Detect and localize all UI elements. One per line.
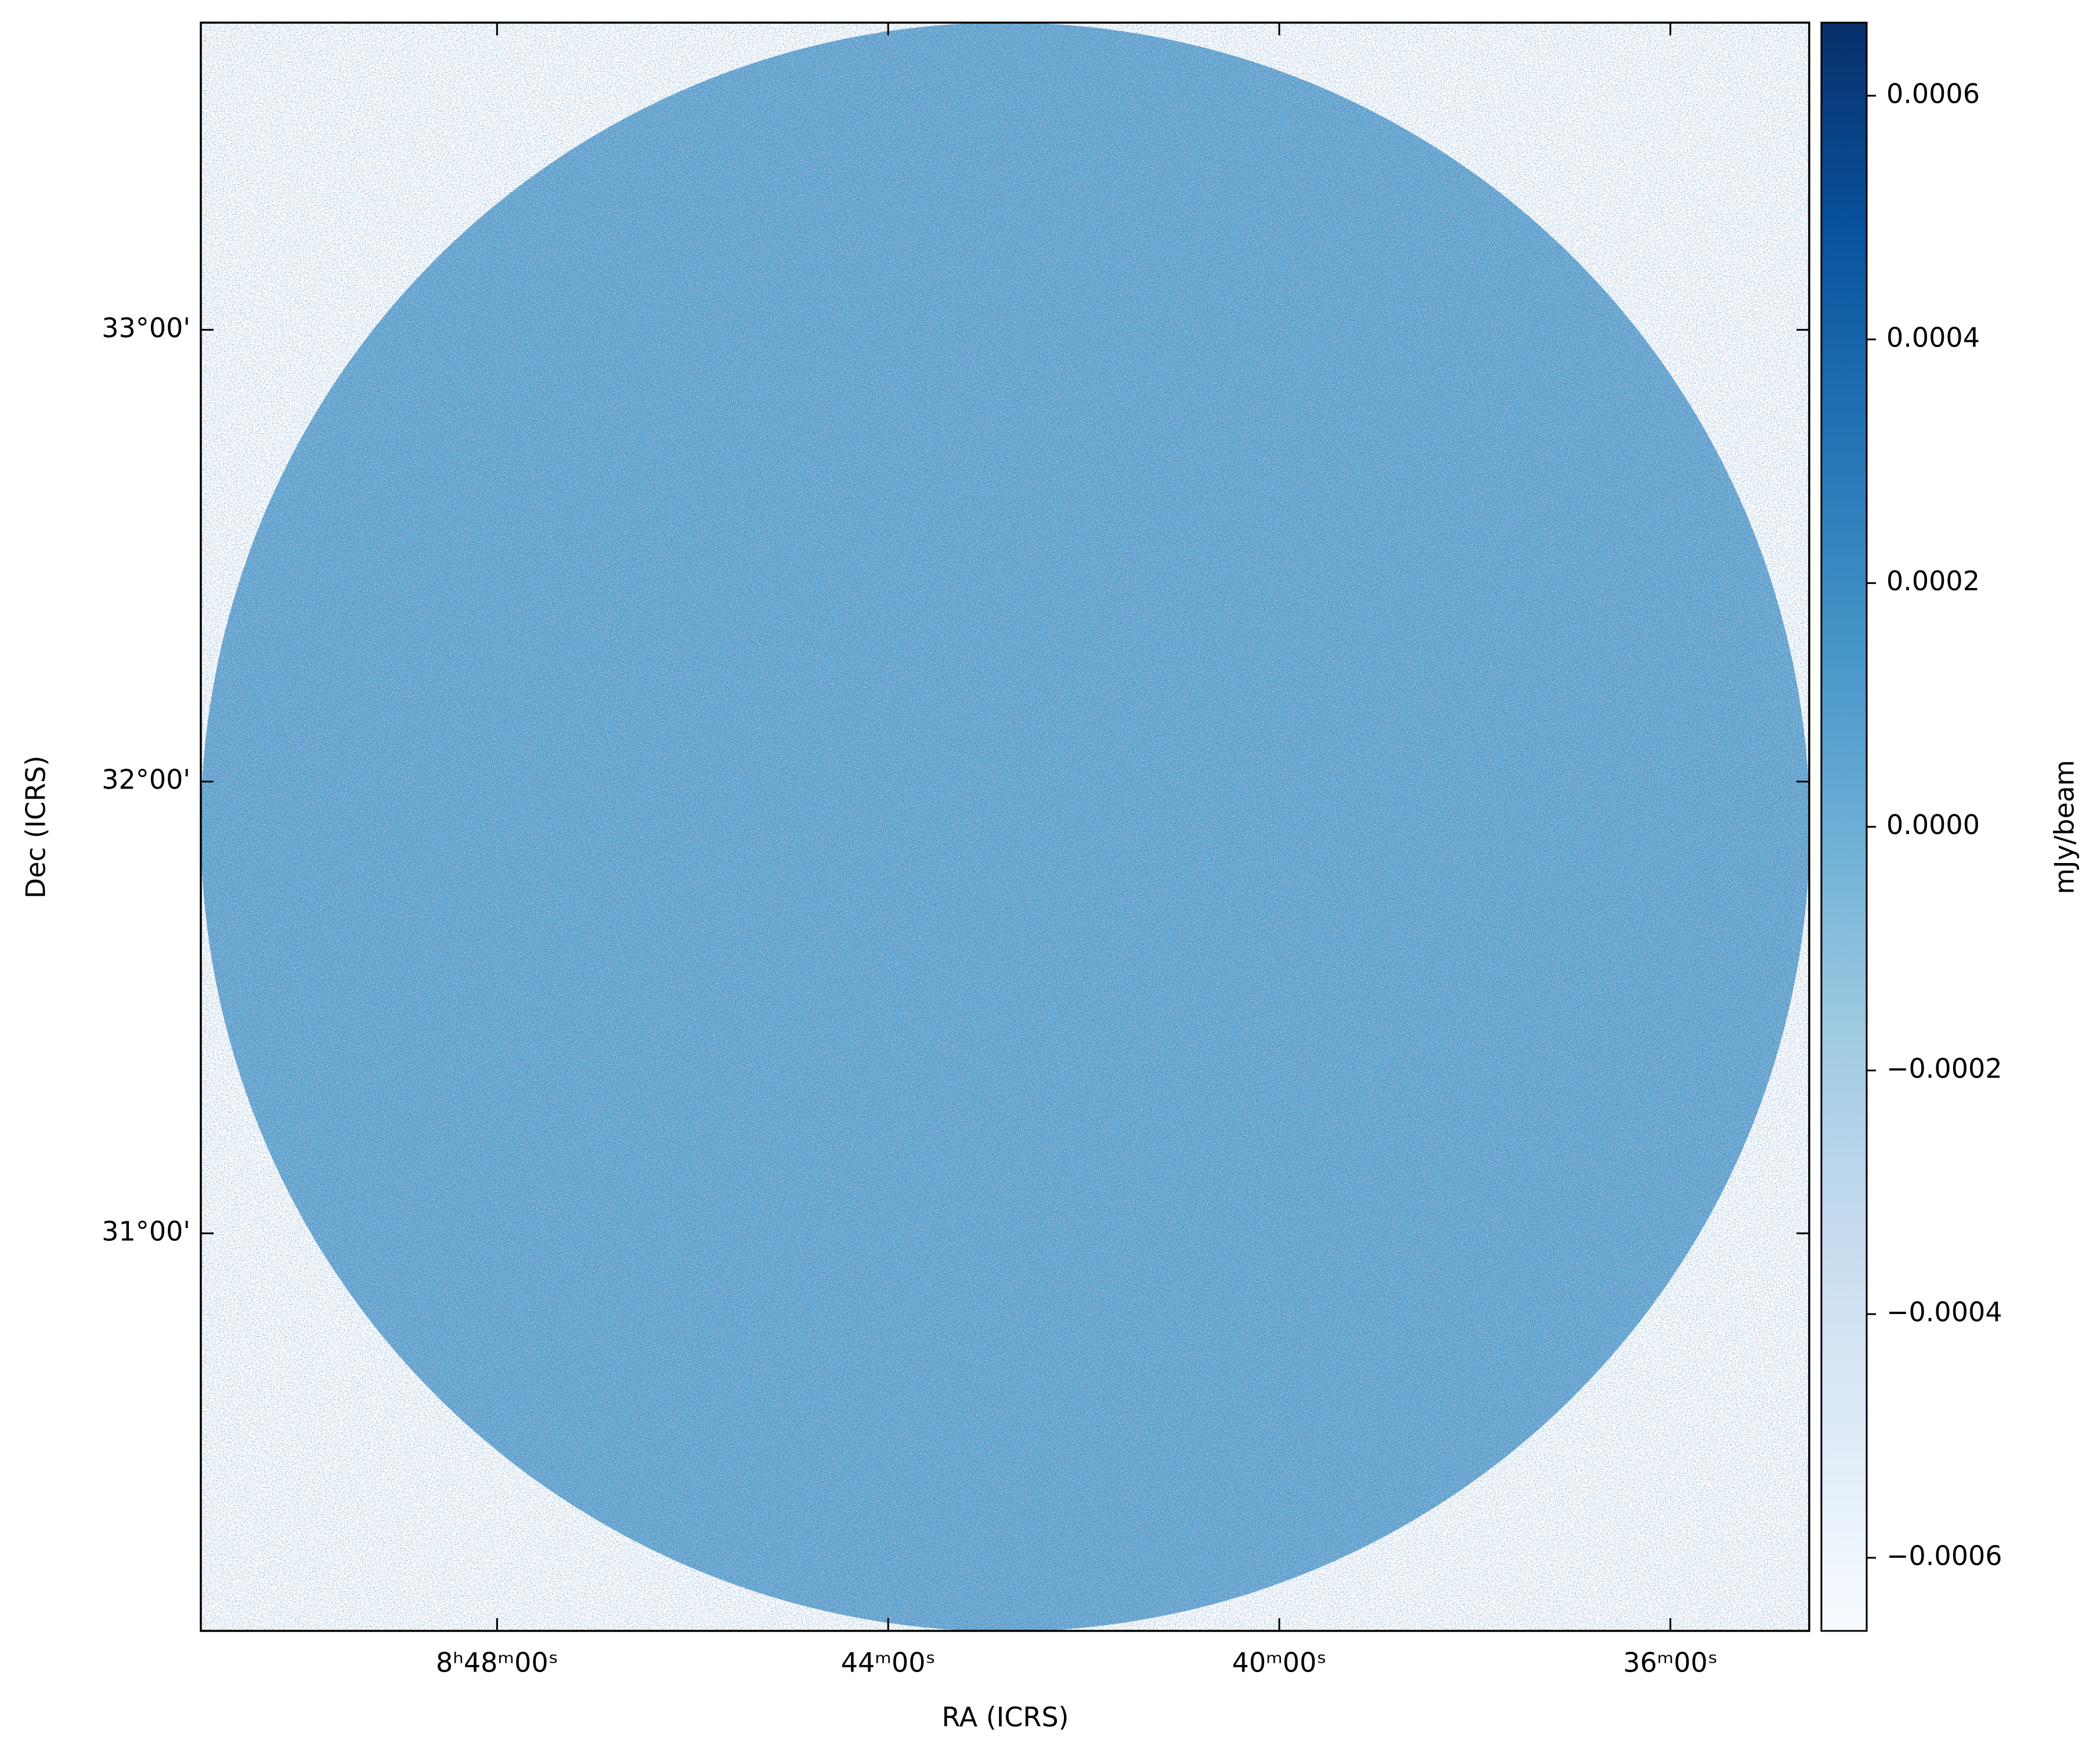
colorbar-tick-label: −0.0006 [1886, 1540, 2002, 1572]
x-tick-label: 8ʰ48ᵐ00ˢ [436, 1647, 558, 1678]
x-axis-label: RA (ICRS) [942, 1702, 1069, 1733]
y-tick-label: 31°00' [102, 1216, 190, 1247]
x-tick-label: 44ᵐ00ˢ [841, 1647, 936, 1678]
figure: RA (ICRS) Dec (ICRS) mJy/beam 8ʰ48ᵐ00ˢ 44… [0, 0, 2100, 1758]
y-tick-label: 32°00' [102, 764, 190, 795]
colorbar-tick-label: 0.0004 [1886, 322, 1980, 353]
x-tick-label: 36ᵐ00ˢ [1623, 1647, 1717, 1678]
x-tick-label: 40ᵐ00ˢ [1232, 1647, 1327, 1678]
colorbar-tick-label: −0.0002 [1886, 1053, 2002, 1084]
colorbar-tick-label: −0.0004 [1886, 1297, 2002, 1328]
colorbar-tick-label: 0.0002 [1886, 565, 1980, 597]
sky-image [201, 23, 1810, 1631]
colorbar [1821, 23, 1867, 1631]
colorbar-tick-label: 0.0000 [1886, 809, 1980, 840]
y-axis-label: Dec (ICRS) [20, 756, 52, 898]
y-tick-label: 33°00' [102, 312, 190, 344]
colorbar-label: mJy/beam [2049, 760, 2080, 894]
page: {"chart_data": { "type": "image", "x_lab… [0, 0, 2100, 1758]
colorbar-tick-label: 0.0006 [1886, 78, 1980, 109]
